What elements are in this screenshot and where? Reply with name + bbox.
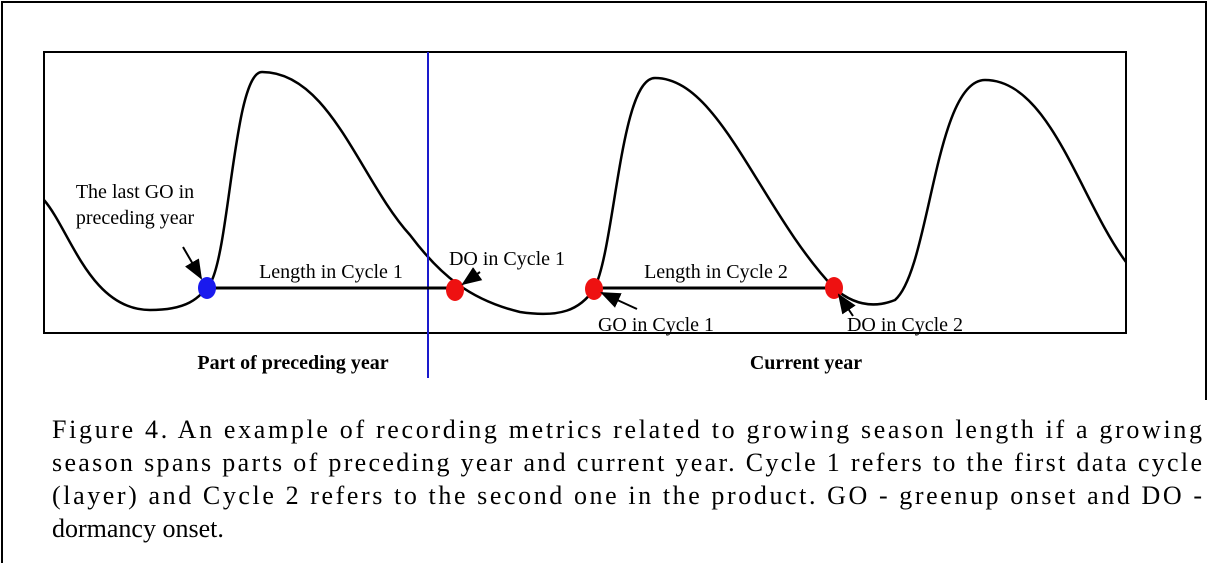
caption-line: Figure 4. An example of recording metric…: [52, 415, 1202, 444]
arrow: [461, 267, 483, 286]
arrow: [600, 292, 638, 310]
go-point: [198, 277, 216, 299]
label: Length in Cycle 2: [644, 261, 788, 283]
arrow: [837, 293, 856, 317]
label: GO in Cycle 1: [598, 314, 714, 336]
arrow: [182, 246, 203, 280]
region-label: Part of preceding year: [197, 352, 388, 374]
label: DO in Cycle 1: [449, 248, 565, 270]
label: preceding year: [76, 207, 195, 229]
caption-line: (layer) and Cycle 2 refers to the second…: [52, 481, 1202, 510]
go-point: [585, 278, 603, 300]
plot-box: [43, 51, 1127, 334]
caption-line: dormancy onset.: [52, 514, 224, 543]
region-label: Current year: [750, 352, 862, 374]
label: The last GO in: [76, 181, 194, 203]
caption-line: season spans parts of preceding year and…: [52, 448, 1202, 477]
label: DO in Cycle 2: [847, 314, 963, 336]
label: Length in Cycle 1: [259, 261, 403, 283]
do-point: [446, 279, 464, 301]
